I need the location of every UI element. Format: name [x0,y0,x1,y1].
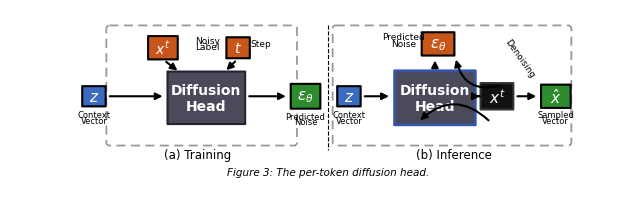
FancyBboxPatch shape [541,85,571,108]
Text: Figure 3: The per-token diffusion head.: Figure 3: The per-token diffusion head. [227,168,429,178]
Text: Context: Context [332,111,365,120]
FancyBboxPatch shape [168,72,245,124]
Text: $\hat{x}$: $\hat{x}$ [550,87,562,106]
Text: (b) Inference: (b) Inference [417,148,492,161]
Text: Noise: Noise [294,117,317,126]
Text: Label: Label [195,43,219,52]
Text: Predicted: Predicted [285,112,326,121]
Text: $t$: $t$ [234,42,242,55]
Text: Vector: Vector [543,116,570,125]
FancyBboxPatch shape [227,38,250,59]
Text: Predicted: Predicted [383,33,426,42]
Text: Noise: Noise [392,40,417,49]
FancyBboxPatch shape [395,71,476,125]
Text: Denoising: Denoising [504,38,537,79]
FancyBboxPatch shape [337,87,361,107]
FancyBboxPatch shape [422,33,454,56]
FancyBboxPatch shape [148,37,178,60]
Text: $x^t$: $x^t$ [488,87,505,106]
Text: Context: Context [77,111,111,120]
Text: Sampled: Sampled [538,111,574,120]
Text: $z$: $z$ [344,89,354,104]
FancyBboxPatch shape [481,84,513,110]
Text: $z$: $z$ [89,89,99,104]
Text: $x^t$: $x^t$ [156,40,171,57]
Text: (a) Training: (a) Training [164,148,232,161]
Text: $\epsilon_\theta$: $\epsilon_\theta$ [430,37,446,52]
FancyBboxPatch shape [82,87,106,107]
Text: $\epsilon_\theta$: $\epsilon_\theta$ [297,89,314,105]
Text: Noisy: Noisy [195,36,220,45]
FancyBboxPatch shape [291,84,321,109]
Text: Step: Step [250,39,271,48]
Text: Vector: Vector [335,116,362,125]
Text: Vector: Vector [81,116,108,125]
Text: Diffusion
Head: Diffusion Head [171,83,241,113]
Text: Diffusion
Head: Diffusion Head [400,83,470,113]
